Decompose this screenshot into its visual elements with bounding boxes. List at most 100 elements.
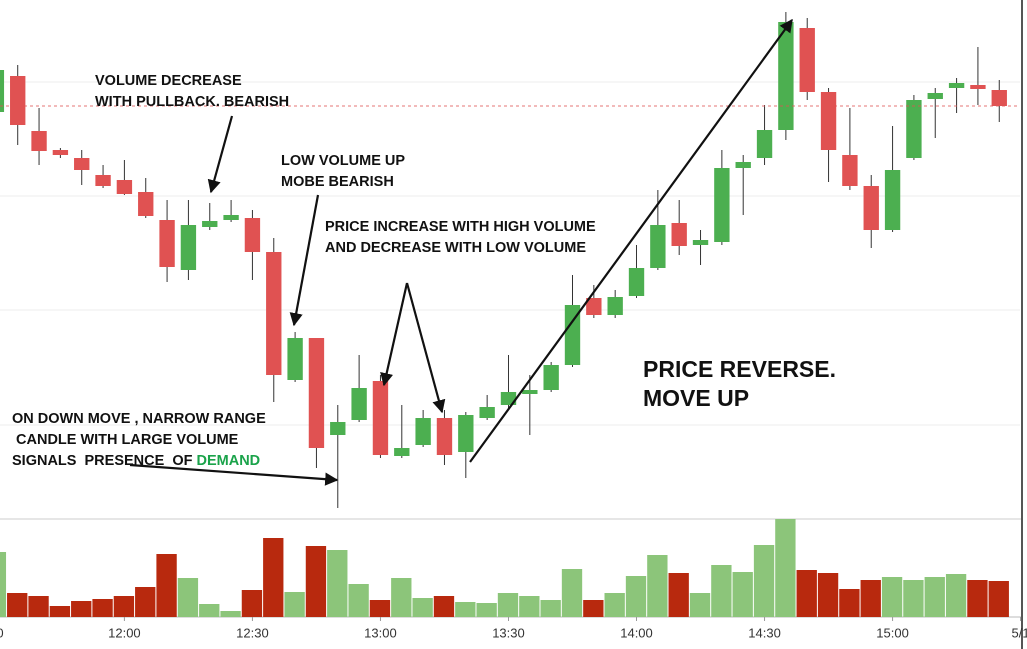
candle-body [607,297,623,315]
volume-bar [455,602,476,617]
volume-bar [903,580,924,617]
candle-body [564,305,581,365]
volume-bar [732,572,753,617]
volume-bar [625,576,647,617]
candle-body [10,76,26,125]
x-tick-label: 14:30 [748,625,781,640]
x-tick-label: 14:00 [620,625,653,640]
volume-bar [817,573,839,617]
volume-bar [263,538,284,617]
volume-bar [284,592,305,617]
candle-body [884,170,901,230]
candle-body [714,168,730,242]
volume-bar [583,600,604,617]
x-tick-label: 30 [0,625,4,640]
candle-body [500,392,517,405]
candle-body [628,268,645,296]
volume-bar [7,593,28,617]
volume-bar [647,555,668,617]
volume-bar [753,545,775,617]
volume-bar [775,519,796,617]
x-tick-label: 12:00 [108,625,141,640]
annotation: WITH PULLBACK. BEARISH [95,94,289,110]
candle-body [522,390,538,394]
candle-body [650,225,666,268]
volume-bar [49,606,71,617]
x-tick-label: 12:30 [236,625,269,640]
volume-bar [604,593,625,617]
candle-body [0,70,5,112]
volume-bar [135,587,156,617]
annotation: CANDLE WITH LARGE VOLUME [12,432,239,448]
annotation: SIGNALS PRESENCE OF DEMAND [12,453,260,469]
volume-bar [412,598,433,617]
volume-bar [689,593,711,617]
candle-body [372,381,389,455]
annotations: VOLUME DECREASE WITH PULLBACK. BEARISH L… [12,18,836,510]
volume-bar [988,581,1009,617]
candle-body [31,131,47,151]
volume-bar [476,603,497,617]
arrow [469,18,793,463]
volume-bar [924,577,945,617]
arrow [129,463,339,486]
arrow [289,194,320,327]
candle-body [266,252,282,375]
candle-body [180,225,197,270]
annotation-highlight: DEMAND [197,453,261,469]
candle-body [138,192,154,216]
x-tick-label: 15:00 [876,625,909,640]
volume-bar [668,573,689,617]
volume-bar [433,596,455,617]
volume-bar [967,580,988,617]
volume-bar [220,611,241,617]
volume-bar [519,596,540,617]
candle-body [970,85,986,89]
candle-body [351,388,367,420]
volume-bar [711,565,732,617]
candle-body [671,223,687,246]
candle-body [778,22,794,130]
volume-bar [199,604,220,617]
arrow [405,282,446,414]
mask [341,470,375,510]
volume-bar [156,554,177,617]
candle-body [586,298,602,315]
volume-bar [497,593,519,617]
candle-body [906,100,922,158]
candle-body [991,90,1007,106]
annotation: AND DECREASE WITH LOW VOLUME [325,240,586,256]
volume-bar [561,569,583,617]
volume-bar [391,578,412,617]
volume-bar [540,600,561,617]
annotation: PRICE REVERSE. [643,356,836,382]
volume-bar [860,580,881,617]
volume-bar [369,600,391,617]
x-tick-label: 13:30 [492,625,525,640]
arrow [207,115,234,194]
volume-bar [839,589,860,617]
volume-bar [113,596,135,617]
volume-bar [92,599,113,617]
volume-bar [241,590,263,617]
candle-body [756,130,773,158]
candle-body [223,215,239,220]
annotation: PRICE INCREASE WITH HIGH VOLUME [325,219,596,235]
candle-body [842,155,858,186]
candle-body [799,28,815,92]
candle-body [820,92,837,150]
candle-body [394,448,410,456]
candle-body [692,240,709,245]
candle-body [159,220,175,267]
candle-body [95,175,111,186]
volume-bar [28,596,49,617]
volume-bar [881,577,903,617]
candle-body [863,186,879,230]
candle-body [543,365,559,390]
volume-bar [305,546,327,617]
annotation: ON DOWN MOVE , NARROW RANGE [12,411,266,427]
candle-body [202,221,218,227]
candle-body [116,180,133,194]
candle-body [479,407,495,418]
